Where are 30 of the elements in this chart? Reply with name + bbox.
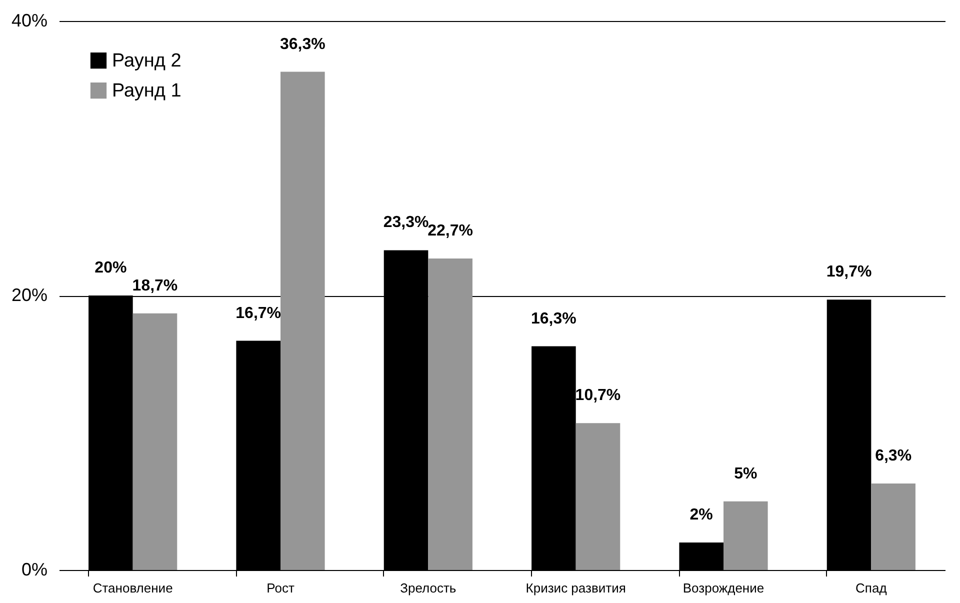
data-label: 5% <box>734 465 758 482</box>
y-tick-label: 40% <box>11 10 48 30</box>
data-label: 36,3% <box>280 36 326 53</box>
data-label: 16,7% <box>236 304 282 322</box>
x-tick-label: Рост <box>266 580 294 596</box>
data-label: 2% <box>690 506 713 524</box>
x-tick-label: Становление <box>92 580 173 596</box>
data-label: 20% <box>94 260 127 276</box>
data-label: 10,7% <box>575 387 621 404</box>
bar <box>280 72 325 570</box>
bar <box>871 484 916 570</box>
y-tick-label: 20% <box>11 285 48 305</box>
bar <box>724 501 768 570</box>
bar <box>428 258 472 570</box>
legend-label: Раунд 2 <box>112 50 182 72</box>
x-tick-label: Зрелость <box>400 580 456 596</box>
bar <box>576 423 620 570</box>
data-label: 16,3% <box>530 310 576 328</box>
data-label: 22,7% <box>428 222 474 240</box>
x-tick-label: Спад <box>856 580 888 596</box>
x-tick-label: Кризис развития <box>526 580 626 596</box>
bar <box>826 300 872 570</box>
data-label: 19,7% <box>826 264 872 281</box>
bar <box>132 313 178 570</box>
data-label: 23,3% <box>383 214 429 232</box>
legend-label: Раунд 1 <box>112 80 182 102</box>
data-label: 6,3% <box>875 448 912 465</box>
x-tick-label: Возрождение <box>682 580 764 596</box>
data-label: 18,7% <box>132 277 178 294</box>
y-tick-label: 0% <box>21 560 48 580</box>
